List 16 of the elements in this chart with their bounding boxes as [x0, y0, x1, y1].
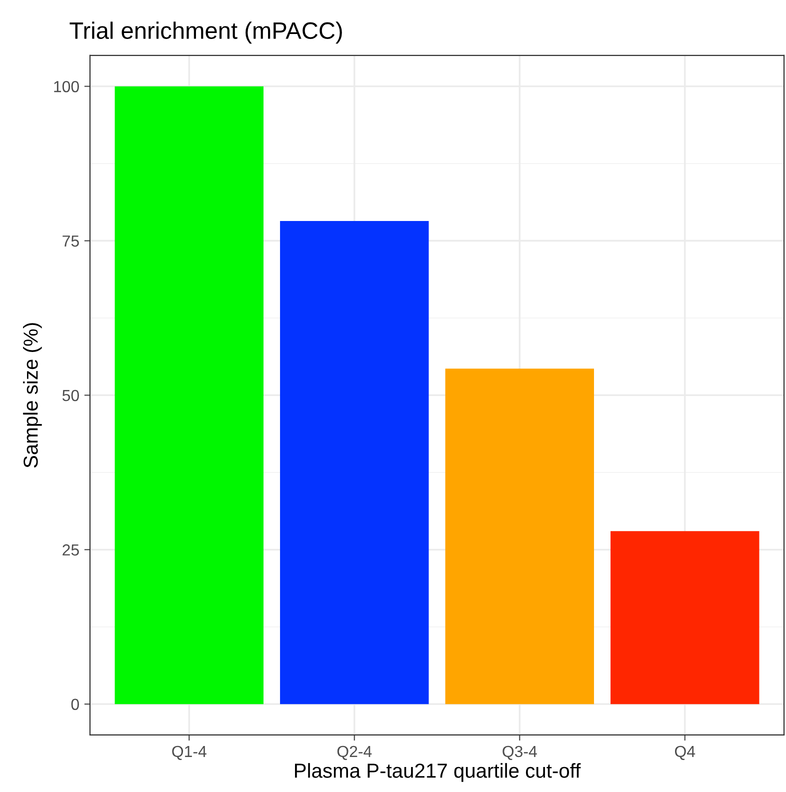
- y-tick-label: 75: [62, 236, 79, 247]
- y-tick-label: 0: [71, 698, 79, 710]
- x-tick-label: Q4: [674, 746, 696, 760]
- x-tick-label: Q2-4: [337, 746, 372, 760]
- bar: [114, 86, 264, 704]
- bar: [445, 368, 594, 704]
- bar: [280, 221, 429, 704]
- y-tick-label: 100: [54, 80, 79, 92]
- x-tick-label: Q3-4: [502, 746, 537, 760]
- y-tick-label: 50: [62, 390, 79, 402]
- y-tick-label: 25: [62, 544, 79, 556]
- bar: [610, 531, 760, 704]
- chart-title: Trial enrichment (mPACC): [70, 22, 342, 44]
- x-tick-label: Q1-4: [172, 746, 206, 760]
- y-axis-title: Sample size (%): [23, 323, 42, 468]
- x-axis-title: Plasma P-tau217 quartile cut-off: [295, 763, 581, 782]
